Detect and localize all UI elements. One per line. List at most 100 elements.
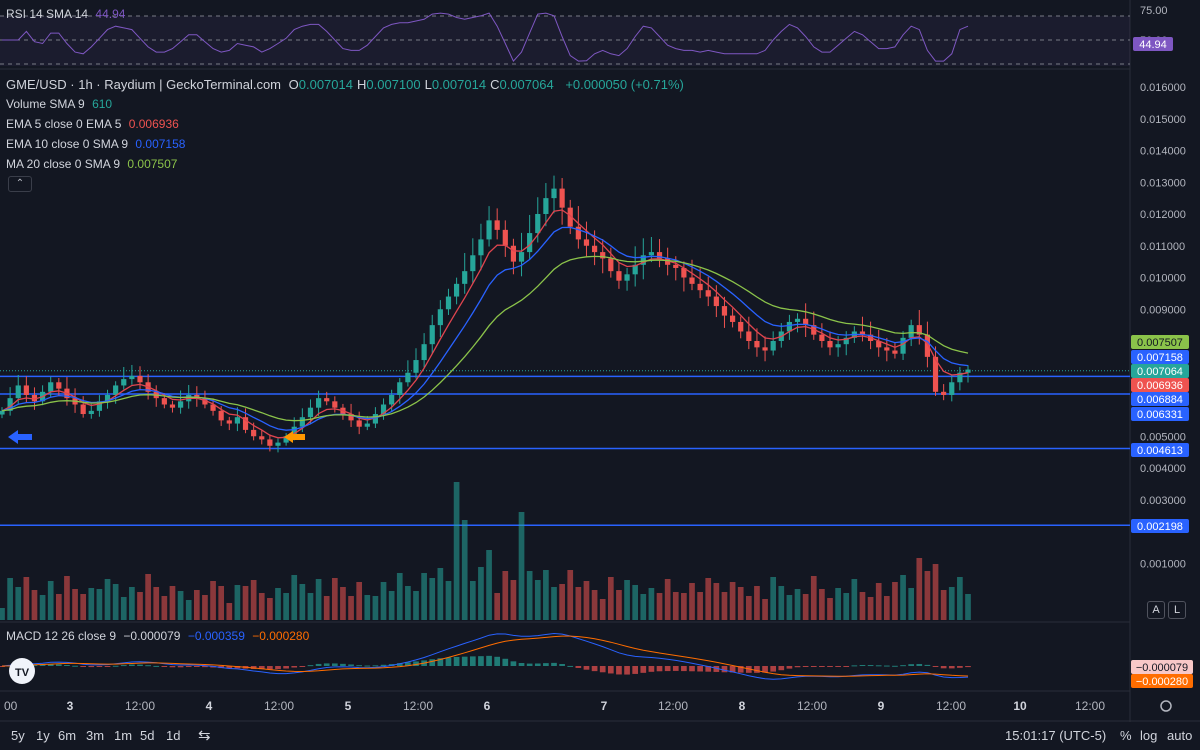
volume-bar bbox=[31, 590, 38, 620]
log-toggle[interactable]: log bbox=[1140, 728, 1158, 743]
candle-body bbox=[803, 318, 809, 326]
percent-toggle[interactable]: % bbox=[1120, 728, 1132, 743]
macd-hist-bar bbox=[948, 666, 955, 669]
macd-badge bbox=[1131, 674, 1193, 688]
volume-bar bbox=[453, 482, 460, 620]
macd-hist-bar bbox=[356, 665, 363, 667]
volume-bar bbox=[275, 588, 281, 620]
candle-body bbox=[31, 394, 38, 402]
macd-hist-bar bbox=[364, 665, 371, 667]
macd-hist-bar bbox=[0, 666, 5, 667]
macd-hist-bar bbox=[794, 666, 801, 668]
candle-body bbox=[421, 344, 427, 361]
macd-value: −0.000079 bbox=[123, 629, 181, 643]
macd-hist-bar bbox=[624, 666, 630, 675]
macd-hist-bar bbox=[137, 664, 143, 666]
ohlc-key-l: L bbox=[424, 77, 432, 92]
candle-body bbox=[908, 325, 914, 338]
lock-scale-button[interactable]: L bbox=[1168, 601, 1186, 619]
candle-body bbox=[543, 198, 549, 214]
macd-hist-bar bbox=[705, 666, 712, 672]
symbol-legend: GME/USD · 1h · Raydium | GeckoTerminal.c… bbox=[6, 77, 688, 93]
ohlc-values: O0.007014 H0.007100 L0.007014 C0.007064 bbox=[289, 77, 558, 92]
macd-hist-bar bbox=[656, 666, 663, 672]
price-axis-label: 0.014000 bbox=[1140, 146, 1186, 158]
price-axis-label: 0.015000 bbox=[1140, 114, 1186, 126]
volume-bar bbox=[843, 593, 850, 620]
timeframe-3m[interactable]: 3m bbox=[86, 728, 105, 743]
volume-bar bbox=[120, 597, 127, 620]
price-badge-text: 0.002198 bbox=[1137, 521, 1183, 533]
timeframe-5d[interactable]: 5d bbox=[140, 728, 155, 743]
time-axis-label: 12:00 bbox=[797, 699, 827, 713]
time-axis-label: 12:00 bbox=[264, 699, 294, 713]
macd-hist-bar bbox=[916, 663, 923, 666]
macd-hist-bar bbox=[510, 661, 517, 666]
timeframe-1y[interactable]: 1y bbox=[36, 728, 50, 743]
price-axis-label: 0.004000 bbox=[1140, 463, 1186, 475]
candle-body bbox=[738, 321, 744, 332]
macd-hist-bar bbox=[883, 665, 890, 667]
date-range-icon[interactable]: ⇆ bbox=[198, 727, 211, 744]
timeframe-1d[interactable]: 1d bbox=[166, 728, 181, 743]
auto-scale-button[interactable]: A bbox=[1147, 601, 1165, 619]
volume-bar bbox=[185, 600, 192, 620]
macd-hist-bar bbox=[348, 664, 354, 666]
macd-hist-bar bbox=[234, 666, 241, 669]
timeframe-1m[interactable]: 1m bbox=[114, 728, 133, 743]
settings-icon[interactable] bbox=[1160, 700, 1172, 712]
macd-hist-bar bbox=[153, 665, 160, 667]
collapse-legend-button[interactable]: ⌃ bbox=[8, 176, 32, 192]
macd-hist-bar bbox=[900, 665, 906, 667]
volume-bar bbox=[267, 598, 273, 620]
macd-legend: MACD 12 26 close 9 −0.000079 −0.000359 −… bbox=[6, 628, 313, 644]
volume-bar bbox=[153, 587, 160, 620]
ohlc-value-h: 0.007100 bbox=[366, 77, 421, 92]
candle-body bbox=[567, 207, 573, 227]
volume-bar bbox=[534, 580, 541, 620]
rsi-axis-label-75: 75.00 bbox=[1140, 5, 1168, 17]
macd-hist-bar bbox=[599, 666, 606, 673]
candle-body bbox=[859, 331, 866, 335]
price-badge-text: 0.006331 bbox=[1137, 409, 1183, 421]
volume-bar bbox=[551, 587, 557, 620]
volume-bar bbox=[39, 595, 46, 620]
price-badge bbox=[1131, 350, 1189, 364]
macd-hist-bar bbox=[469, 656, 476, 666]
volume-bar bbox=[137, 592, 143, 620]
macd-hist-bar bbox=[494, 656, 501, 666]
volume-bar bbox=[307, 593, 314, 620]
volume-bar bbox=[689, 583, 695, 620]
volume-bar bbox=[64, 576, 70, 620]
candle-body bbox=[348, 414, 354, 421]
timeframe-6m[interactable]: 6m bbox=[58, 728, 77, 743]
candle-body bbox=[299, 417, 305, 427]
price-badge-text: 0.006936 bbox=[1137, 380, 1183, 392]
volume-bar bbox=[664, 579, 671, 620]
macd-hist-bar bbox=[169, 666, 176, 668]
candle-body bbox=[364, 423, 370, 427]
volume-bar bbox=[705, 578, 712, 620]
volume-bar bbox=[835, 588, 841, 620]
macd-hist-bar bbox=[534, 663, 541, 666]
candle-body bbox=[941, 391, 947, 395]
macd-hist-bar bbox=[632, 666, 639, 674]
volume-bar bbox=[851, 579, 858, 620]
volume-bar bbox=[510, 580, 517, 620]
volume-bar bbox=[599, 599, 606, 620]
time-axis-label: 8 bbox=[739, 699, 746, 713]
volume-bar bbox=[364, 595, 371, 620]
volume-bar bbox=[737, 587, 744, 620]
volume-bar bbox=[867, 597, 874, 620]
macd-hist-bar bbox=[543, 663, 549, 666]
macd-hist-bar bbox=[851, 665, 858, 667]
candle-body bbox=[591, 245, 598, 253]
timeframe-5y[interactable]: 5y bbox=[11, 728, 25, 743]
auto-toggle[interactable]: auto bbox=[1167, 728, 1193, 743]
candle-body bbox=[397, 382, 403, 395]
macd-hist-bar bbox=[258, 666, 265, 670]
candle-body bbox=[283, 436, 289, 443]
volume-bar bbox=[632, 585, 639, 620]
price-axis-label: 0.016000 bbox=[1140, 82, 1186, 94]
